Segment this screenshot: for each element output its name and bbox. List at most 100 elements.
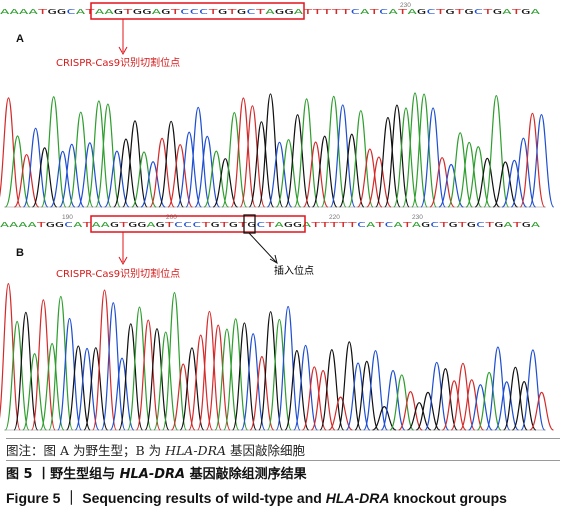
sequence-base: A [19, 7, 30, 16]
trace-peak [65, 345, 91, 431]
trace-peak [266, 141, 293, 208]
sequence-base: C [379, 7, 388, 16]
sequence-base: G [161, 7, 170, 16]
sequence-base: G [211, 220, 220, 229]
sequence-base: A [76, 7, 87, 16]
sequence-base: A [101, 220, 112, 229]
trace-peak [311, 135, 338, 208]
trace-peak [503, 366, 528, 431]
trace-peak [258, 311, 284, 431]
sequence-base: A [73, 220, 84, 229]
trace-peak [0, 97, 22, 208]
trace-peak [176, 131, 202, 208]
sequence-base: T [398, 7, 409, 16]
trace-peak [485, 346, 511, 431]
sequence-base: A [502, 7, 513, 16]
sequence-base: A [95, 7, 106, 16]
trace-peak [153, 331, 179, 431]
sequence-base: C [384, 220, 393, 229]
panel-a-chromatogram [0, 92, 555, 208]
panel-b-position-label-200: 200 [166, 214, 177, 221]
trace-peak [4, 320, 30, 431]
panel-b-insert-arrowhead [269, 254, 278, 265]
trace-peak [58, 143, 85, 208]
trace-peak [402, 92, 428, 208]
trace-peak [127, 306, 152, 431]
sequence-base: C [189, 7, 198, 16]
sequence-base: C [430, 220, 439, 229]
sequence-base: C [174, 220, 183, 229]
sequence-base: T [119, 220, 130, 229]
trace-peak [293, 98, 320, 208]
sequence-base: A [18, 220, 29, 229]
trace-peak [302, 141, 329, 208]
trace-peak [329, 104, 356, 208]
sequence-base: T [332, 7, 343, 16]
trace-peak [476, 371, 502, 431]
trace-peak [363, 350, 388, 431]
trace-peak [49, 150, 76, 208]
sequence-base: G [128, 220, 137, 229]
sequence-base: T [322, 7, 333, 16]
trace-peak [354, 360, 380, 431]
sequence-base: G [133, 7, 142, 16]
sequence-base: G [464, 7, 473, 16]
sequence-base: A [360, 7, 371, 16]
sequence-base: A [388, 7, 399, 16]
sequence-base: G [156, 220, 165, 229]
sequence-base: T [256, 7, 267, 16]
en-title-gene: HLA-DRA [325, 490, 390, 506]
sequence-base: T [201, 220, 212, 229]
trace-peak [232, 322, 257, 431]
sequence-base: G [57, 7, 66, 16]
sequence-base: C [246, 7, 255, 16]
trace-peak [293, 344, 318, 431]
panel-b-cas9-site-box [90, 215, 306, 233]
sequence-base: A [104, 7, 115, 16]
trace-peak [13, 311, 39, 431]
sequence-base: C [474, 7, 483, 16]
trace-peak [197, 310, 222, 431]
sequence-base: A [407, 7, 418, 16]
sequence-base: G [137, 220, 146, 229]
trace-peak [185, 106, 211, 208]
trace-peak [528, 114, 555, 208]
trace-peak [372, 406, 397, 431]
sequence-base: G [142, 7, 151, 16]
trace-peak [118, 323, 144, 431]
sequence-base: G [521, 7, 530, 16]
note-gene: HLA-DRA [165, 443, 227, 458]
panel-b-label: B [16, 247, 24, 259]
panel-b-site-arrowhead [118, 256, 128, 266]
panel-b-position-label-220: 220 [329, 214, 340, 221]
trace-peak [320, 95, 347, 208]
sequence-base: G [218, 7, 227, 16]
trace-peak [74, 347, 100, 431]
trace-peak [230, 97, 257, 208]
trace-peak [22, 353, 47, 431]
trace-peak [441, 380, 467, 431]
sequence-base: A [412, 220, 423, 229]
sequence-base: T [220, 220, 231, 229]
sequence-base: T [455, 7, 466, 16]
panel-b-position-label-230: 230 [412, 214, 423, 221]
trace-peak [13, 153, 40, 208]
trace-peak [494, 381, 520, 431]
trace-peak [348, 110, 374, 208]
sequence-base: G [284, 220, 293, 229]
trace-peak [501, 159, 528, 208]
trace-peak [483, 95, 510, 208]
sequence-base: A [28, 7, 39, 16]
trace-peak [284, 349, 310, 431]
trace-peak [131, 151, 157, 208]
trace-peak [39, 343, 65, 431]
sequence-base: T [208, 7, 219, 16]
trace-peak [380, 370, 406, 431]
trace-peak [336, 341, 362, 431]
sequence-base: G [47, 7, 56, 16]
sequence-base: T [313, 7, 324, 16]
sequence-base: G [293, 220, 302, 229]
sequence-base: A [0, 220, 11, 229]
sequence-base: A [302, 220, 313, 229]
